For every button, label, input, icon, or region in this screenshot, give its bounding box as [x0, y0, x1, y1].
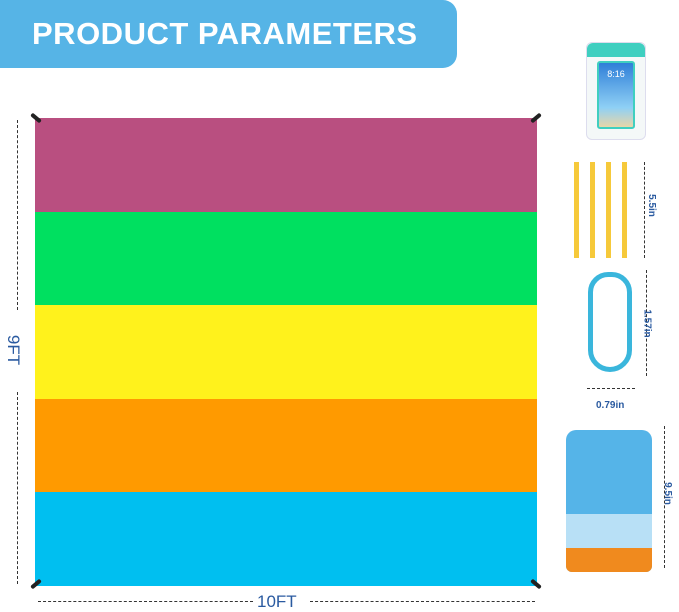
- title-banner: PRODUCT PARAMETERS: [0, 0, 457, 68]
- waterproof-phone-case: 8:16: [586, 42, 646, 140]
- carabiner-width-line: [587, 388, 635, 389]
- stripe-cyan: [35, 492, 537, 586]
- stripe-green: [35, 211, 537, 306]
- height-label: 9FT: [4, 334, 24, 366]
- beach-blanket: [35, 118, 537, 586]
- height-dimension-line: [17, 392, 18, 584]
- stake-dimension-line: [644, 162, 645, 258]
- storage-bag: [566, 430, 652, 572]
- stake-length-label: 5.5in: [645, 194, 657, 217]
- phone-screen-time: 8:16: [597, 61, 635, 129]
- stripe-orange: [35, 398, 537, 493]
- width-dimension-line: [310, 601, 535, 602]
- bag-height-label: 9.5in: [661, 482, 673, 505]
- width-dimension-line: [38, 601, 253, 602]
- bag-dimension-line: [664, 426, 665, 568]
- carabiner-height-line: [646, 270, 647, 376]
- carabiner-height-label: 1.57in: [641, 309, 653, 338]
- height-dimension-line: [17, 120, 18, 310]
- width-label: 10FT: [257, 592, 297, 611]
- stripe-yellow: [35, 305, 537, 399]
- banner-title: PRODUCT PARAMETERS: [32, 16, 418, 51]
- carabiner: [588, 272, 632, 372]
- ground-stakes: [566, 160, 636, 260]
- carabiner-width-label: 0.79in: [596, 400, 625, 411]
- stripe-magenta: [35, 118, 537, 212]
